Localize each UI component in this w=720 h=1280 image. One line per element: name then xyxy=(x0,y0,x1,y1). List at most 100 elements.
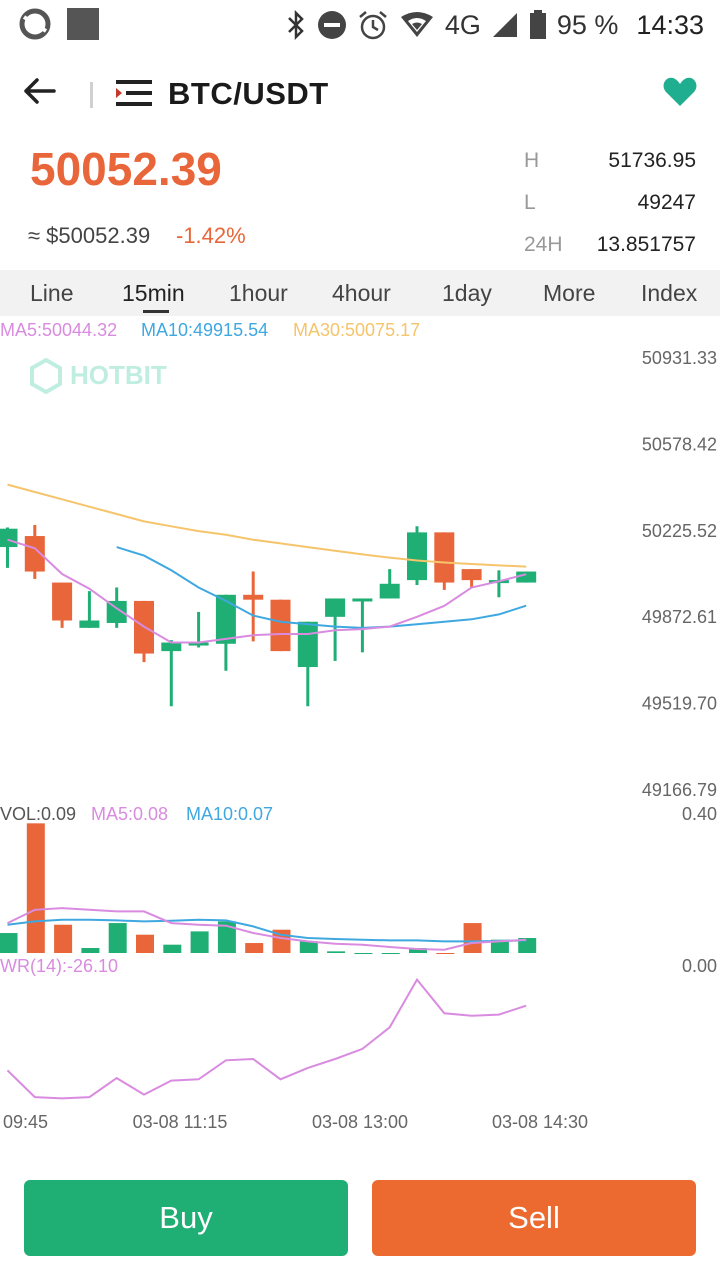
volume-bar xyxy=(190,931,209,953)
ma-legend: MA5:50044.32 MA10:49915.54 MA30:50075.17 xyxy=(0,320,420,340)
candle-body xyxy=(0,528,18,548)
candle-body xyxy=(215,594,236,644)
y-tick-label: 49166.79 xyxy=(642,780,717,800)
candle-body xyxy=(79,620,100,628)
stat-label: 24H xyxy=(524,233,563,256)
candle-body xyxy=(24,536,45,572)
candle-body xyxy=(106,600,127,623)
tab-line[interactable]: Line xyxy=(30,280,74,306)
vol-legend-vol: VOL:0.09 xyxy=(0,804,76,824)
list-menu-icon xyxy=(116,80,152,106)
bluetooth-icon xyxy=(287,10,304,40)
stat-value: 51736.95 xyxy=(608,149,696,172)
candle-body xyxy=(270,599,291,652)
candle-body xyxy=(379,583,400,599)
interval-tabs: Line 15min 1hour 4hour 1day More Index xyxy=(0,270,720,316)
signal-icon xyxy=(492,13,517,37)
candle-body xyxy=(52,582,73,621)
pair-title[interactable]: BTC/USDT xyxy=(168,76,329,111)
candle-body xyxy=(161,642,182,652)
volume-bar xyxy=(136,934,154,953)
kline-chart[interactable]: HOTBIT MA5:50044.32 MA10:49915.54 MA30:5… xyxy=(0,316,720,1156)
volume-bar xyxy=(354,953,373,954)
volume-bar xyxy=(436,953,455,954)
heart-icon xyxy=(663,77,697,106)
candle-body xyxy=(407,532,427,581)
buy-button[interactable]: Buy xyxy=(24,1180,348,1256)
ma5-legend: MA5:50044.32 xyxy=(0,320,117,340)
stat-label: L xyxy=(524,191,536,214)
y-tick-label: 50931.33 xyxy=(642,348,717,368)
price-change: -1.42% xyxy=(176,223,246,248)
alarm-icon xyxy=(359,11,387,40)
stats-panel: H 51736.95 L 49247 24H 13.851757 xyxy=(524,140,696,266)
volume-bar xyxy=(54,924,73,953)
network-type: 4G xyxy=(444,9,481,40)
candle-body xyxy=(461,569,482,581)
volume-bar xyxy=(163,944,182,953)
stat-label: H xyxy=(524,149,540,172)
x-tick-label: 03-08 11:15 xyxy=(133,1112,228,1132)
ma5-line xyxy=(7,538,527,644)
x-tick-label: 03-08 13:00 xyxy=(312,1112,408,1132)
vol-legend-ma5: MA5:0.08 xyxy=(91,804,168,824)
x-tick-label: 03-08 14:30 xyxy=(492,1112,588,1132)
stat-value: 13.851757 xyxy=(596,233,696,256)
action-bar: Buy Sell xyxy=(0,1170,720,1280)
volume-bar xyxy=(381,953,400,954)
last-price: 50052.39 xyxy=(30,143,222,195)
tab-1hour[interactable]: 1hour xyxy=(229,280,288,306)
volume-bar xyxy=(299,941,318,953)
stat-high: H 51736.95 xyxy=(524,140,696,182)
ma10-legend: MA10:49915.54 xyxy=(141,320,268,340)
y-tick-label: 50578.42 xyxy=(642,434,717,454)
hotbit-watermark: HOTBIT xyxy=(30,357,167,395)
usd-price: ≈ $50052.39 xyxy=(28,223,151,248)
candle-body xyxy=(516,571,537,583)
hotbit-logo-icon xyxy=(30,357,62,395)
y-tick-label: 49872.61 xyxy=(642,607,717,627)
volume-bar xyxy=(0,933,18,953)
volume-bar xyxy=(245,943,264,953)
wr-legend: WR(14):-26.10 xyxy=(0,956,118,976)
clock: 14:33 xyxy=(636,9,704,40)
back-arrow-icon xyxy=(24,78,56,104)
tab-15min[interactable]: 15min xyxy=(122,280,185,306)
pair-list-button[interactable] xyxy=(114,78,154,110)
tab-1day[interactable]: 1day xyxy=(442,280,492,306)
active-tab-indicator xyxy=(143,310,169,313)
volume-bar xyxy=(26,823,45,953)
candle-body xyxy=(297,621,318,668)
tab-index[interactable]: Index xyxy=(641,280,698,306)
tab-more[interactable]: More xyxy=(543,280,596,306)
volume-bar xyxy=(217,921,236,953)
volume-bar xyxy=(81,948,100,953)
battery-icon xyxy=(529,10,546,39)
header-divider xyxy=(90,82,93,108)
candle-body xyxy=(243,594,264,600)
sell-button[interactable]: Sell xyxy=(372,1180,696,1256)
stat-value: 49247 xyxy=(637,191,696,214)
tab-4hour[interactable]: 4hour xyxy=(332,280,391,306)
wifi-icon xyxy=(400,12,433,37)
status-bar: 4G 95 % 14:33 xyxy=(0,0,720,50)
ma30-legend: MA30:50075.17 xyxy=(293,320,420,340)
square-app-icon xyxy=(67,8,99,40)
y-tick-label: 49519.70 xyxy=(642,694,717,714)
back-button[interactable] xyxy=(22,76,66,116)
vol-ma5-line xyxy=(7,907,527,951)
ma10-line xyxy=(116,546,527,629)
volume-bar xyxy=(463,923,482,953)
vol-legend-ma10: MA10:0.07 xyxy=(186,804,273,824)
vol-legend: VOL:0.09 MA5:0.08 MA10:0.07 xyxy=(0,804,273,824)
battery-percent: 95 % xyxy=(556,9,619,40)
ma30-line xyxy=(7,483,527,568)
dnd-icon xyxy=(317,11,346,39)
vol-tick-label: 0.00 xyxy=(682,956,717,976)
header: BTC/USDT xyxy=(0,66,720,122)
stat-low: L 49247 xyxy=(524,182,696,224)
y-tick-label: 50225.52 xyxy=(642,521,717,541)
candle-body xyxy=(434,532,455,583)
favorite-button[interactable] xyxy=(662,76,698,112)
candle-body xyxy=(352,598,373,602)
